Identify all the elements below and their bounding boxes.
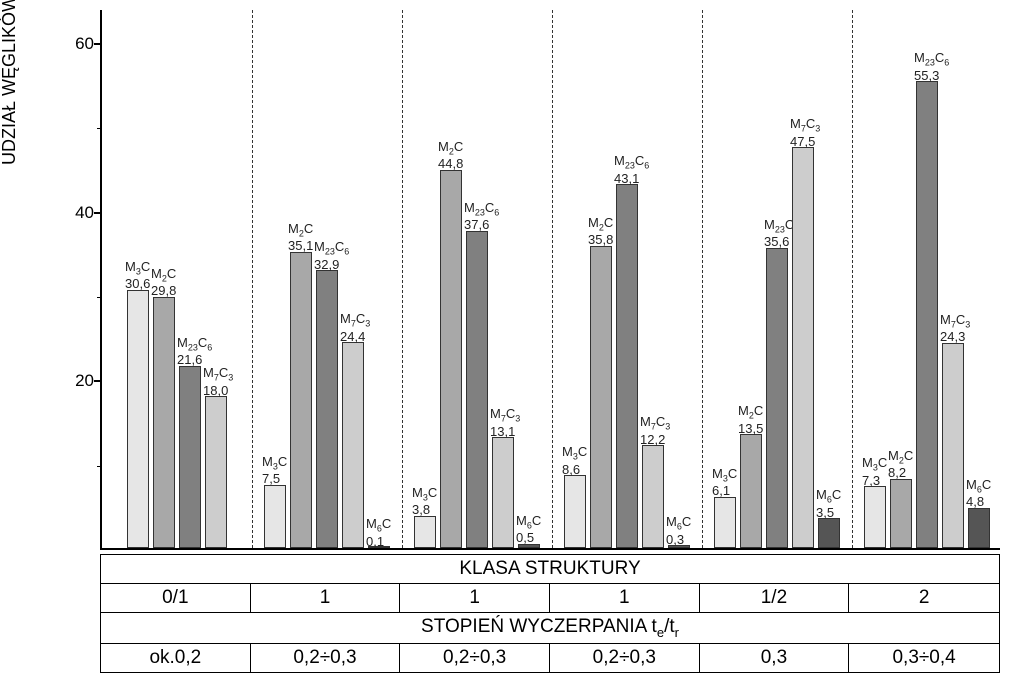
table-cell: 0/1 <box>101 584 251 612</box>
bar-label: M7C312,2 <box>640 415 670 447</box>
table-header-cell: KLASA STRUKTURY <box>101 555 999 583</box>
table-cell: 1 <box>550 584 700 612</box>
group-divider <box>552 10 553 548</box>
bar-label: M23C632,9 <box>314 240 349 272</box>
bar-M2C <box>440 170 462 548</box>
group-divider <box>402 10 403 548</box>
y-tick-minor <box>97 297 102 298</box>
bar-M23C6 <box>466 231 488 548</box>
bar-M23C6 <box>316 270 338 548</box>
table-cell: 0,3÷0,4 <box>849 644 999 672</box>
y-axis-label: UDZIAŁ WĘGLIKÓW, % MASY <box>0 0 20 165</box>
bar-label: M2C13,5 <box>738 404 763 436</box>
bar-M3C <box>714 497 736 548</box>
bar-M6C <box>968 508 990 549</box>
bar-label: M7C324,4 <box>340 312 370 344</box>
bar-label: M7C318,0 <box>203 366 233 398</box>
bar-label: M2C35,8 <box>588 216 613 248</box>
bar-label: M3C6,1 <box>712 467 737 499</box>
table-cell: ok.0,2 <box>101 644 251 672</box>
bar-M2C <box>890 479 912 548</box>
y-tick <box>94 43 102 45</box>
table-cell: 0,2÷0,3 <box>251 644 401 672</box>
bar-label: M23C643,1 <box>614 154 649 186</box>
bar-M3C <box>864 486 886 548</box>
bar-M3C <box>414 516 436 548</box>
bar-label: M7C324,3 <box>940 313 970 345</box>
table-cell: 2 <box>849 584 999 612</box>
bar-M2C <box>290 252 312 548</box>
bar-label: M6C0,1 <box>366 517 391 549</box>
bar-label: M6C3,5 <box>816 488 841 520</box>
table-data-row: 0/11111/22 <box>100 584 1000 613</box>
bar-label: M6C0,5 <box>516 514 541 546</box>
bar-M3C <box>264 485 286 548</box>
bar-label: M23C637,6 <box>464 201 499 233</box>
bar-M23C6 <box>916 81 938 548</box>
bar-label: M23C655,3 <box>914 51 949 83</box>
bar-M3C <box>127 290 149 548</box>
bar-label: M7C313,1 <box>490 407 520 439</box>
bar-label: M2C8,2 <box>888 449 913 481</box>
plot-area: 204060M3C30,6M2C29,8M23C621,6M7C318,0M3C… <box>100 10 1000 550</box>
bar-label: M2C35,1 <box>288 222 313 254</box>
bar-M7C3 <box>942 343 964 548</box>
table-header-cell: STOPIEŃ WYCZERPANIA te/tr <box>101 613 999 643</box>
bar-label: M2C44,8 <box>438 140 463 172</box>
bar-M7C3 <box>792 147 814 548</box>
group-divider <box>702 10 703 548</box>
y-tick-minor <box>97 128 102 129</box>
bar-M23C6 <box>616 184 638 548</box>
table-cell: 0,3 <box>700 644 850 672</box>
table-data-row: ok.0,20,2÷0,30,2÷0,30,2÷0,30,30,3÷0,4 <box>100 644 1000 673</box>
table-cell: 0,2÷0,3 <box>400 644 550 672</box>
table-cell: 1 <box>400 584 550 612</box>
y-tick-minor <box>97 466 102 467</box>
y-tick <box>94 380 102 382</box>
chart-container: UDZIAŁ WĘGLIKÓW, % MASY 204060M3C30,6M2C… <box>40 10 1010 550</box>
bar-label: M2C29,8 <box>151 267 176 299</box>
bar-M7C3 <box>342 342 364 548</box>
table-cell: 1/2 <box>700 584 850 612</box>
bar-M6C <box>818 518 840 548</box>
category-table: KLASA STRUKTURY0/11111/22STOPIEŃ WYCZERP… <box>100 554 1000 673</box>
table-header-row: STOPIEŃ WYCZERPANIA te/tr <box>100 613 1000 644</box>
y-tick <box>94 212 102 214</box>
bar-M2C <box>590 246 612 548</box>
bar-label: M6C4,8 <box>966 478 991 510</box>
bar-label: M23C621,6 <box>177 336 212 368</box>
table-cell: 1 <box>251 584 401 612</box>
bar-label: M7C347,5 <box>790 117 820 149</box>
y-tick-label: 40 <box>64 203 94 223</box>
bar-M2C <box>740 434 762 548</box>
bar-M7C3 <box>205 396 227 548</box>
bar-label: M3C30,6 <box>125 260 150 292</box>
bar-label: M3C7,3 <box>862 456 887 488</box>
bar-M3C <box>564 475 586 548</box>
bar-label: M3C7,5 <box>262 455 287 487</box>
bar-M7C3 <box>492 437 514 548</box>
bar-label: M3C8,6 <box>562 445 587 477</box>
group-divider <box>852 10 853 548</box>
table-header-row: KLASA STRUKTURY <box>100 554 1000 584</box>
bar-label: M6C0,3 <box>666 515 691 547</box>
bar-M7C3 <box>642 445 664 548</box>
table-cell: 0,2÷0,3 <box>550 644 700 672</box>
y-tick-label: 20 <box>64 371 94 391</box>
bar-label: M3C3,8 <box>412 486 437 518</box>
bar-M23C6 <box>179 366 201 548</box>
bar-M2C <box>153 297 175 548</box>
y-tick-label: 60 <box>64 34 94 54</box>
bar-M23C6 <box>766 248 788 548</box>
group-divider <box>252 10 253 548</box>
